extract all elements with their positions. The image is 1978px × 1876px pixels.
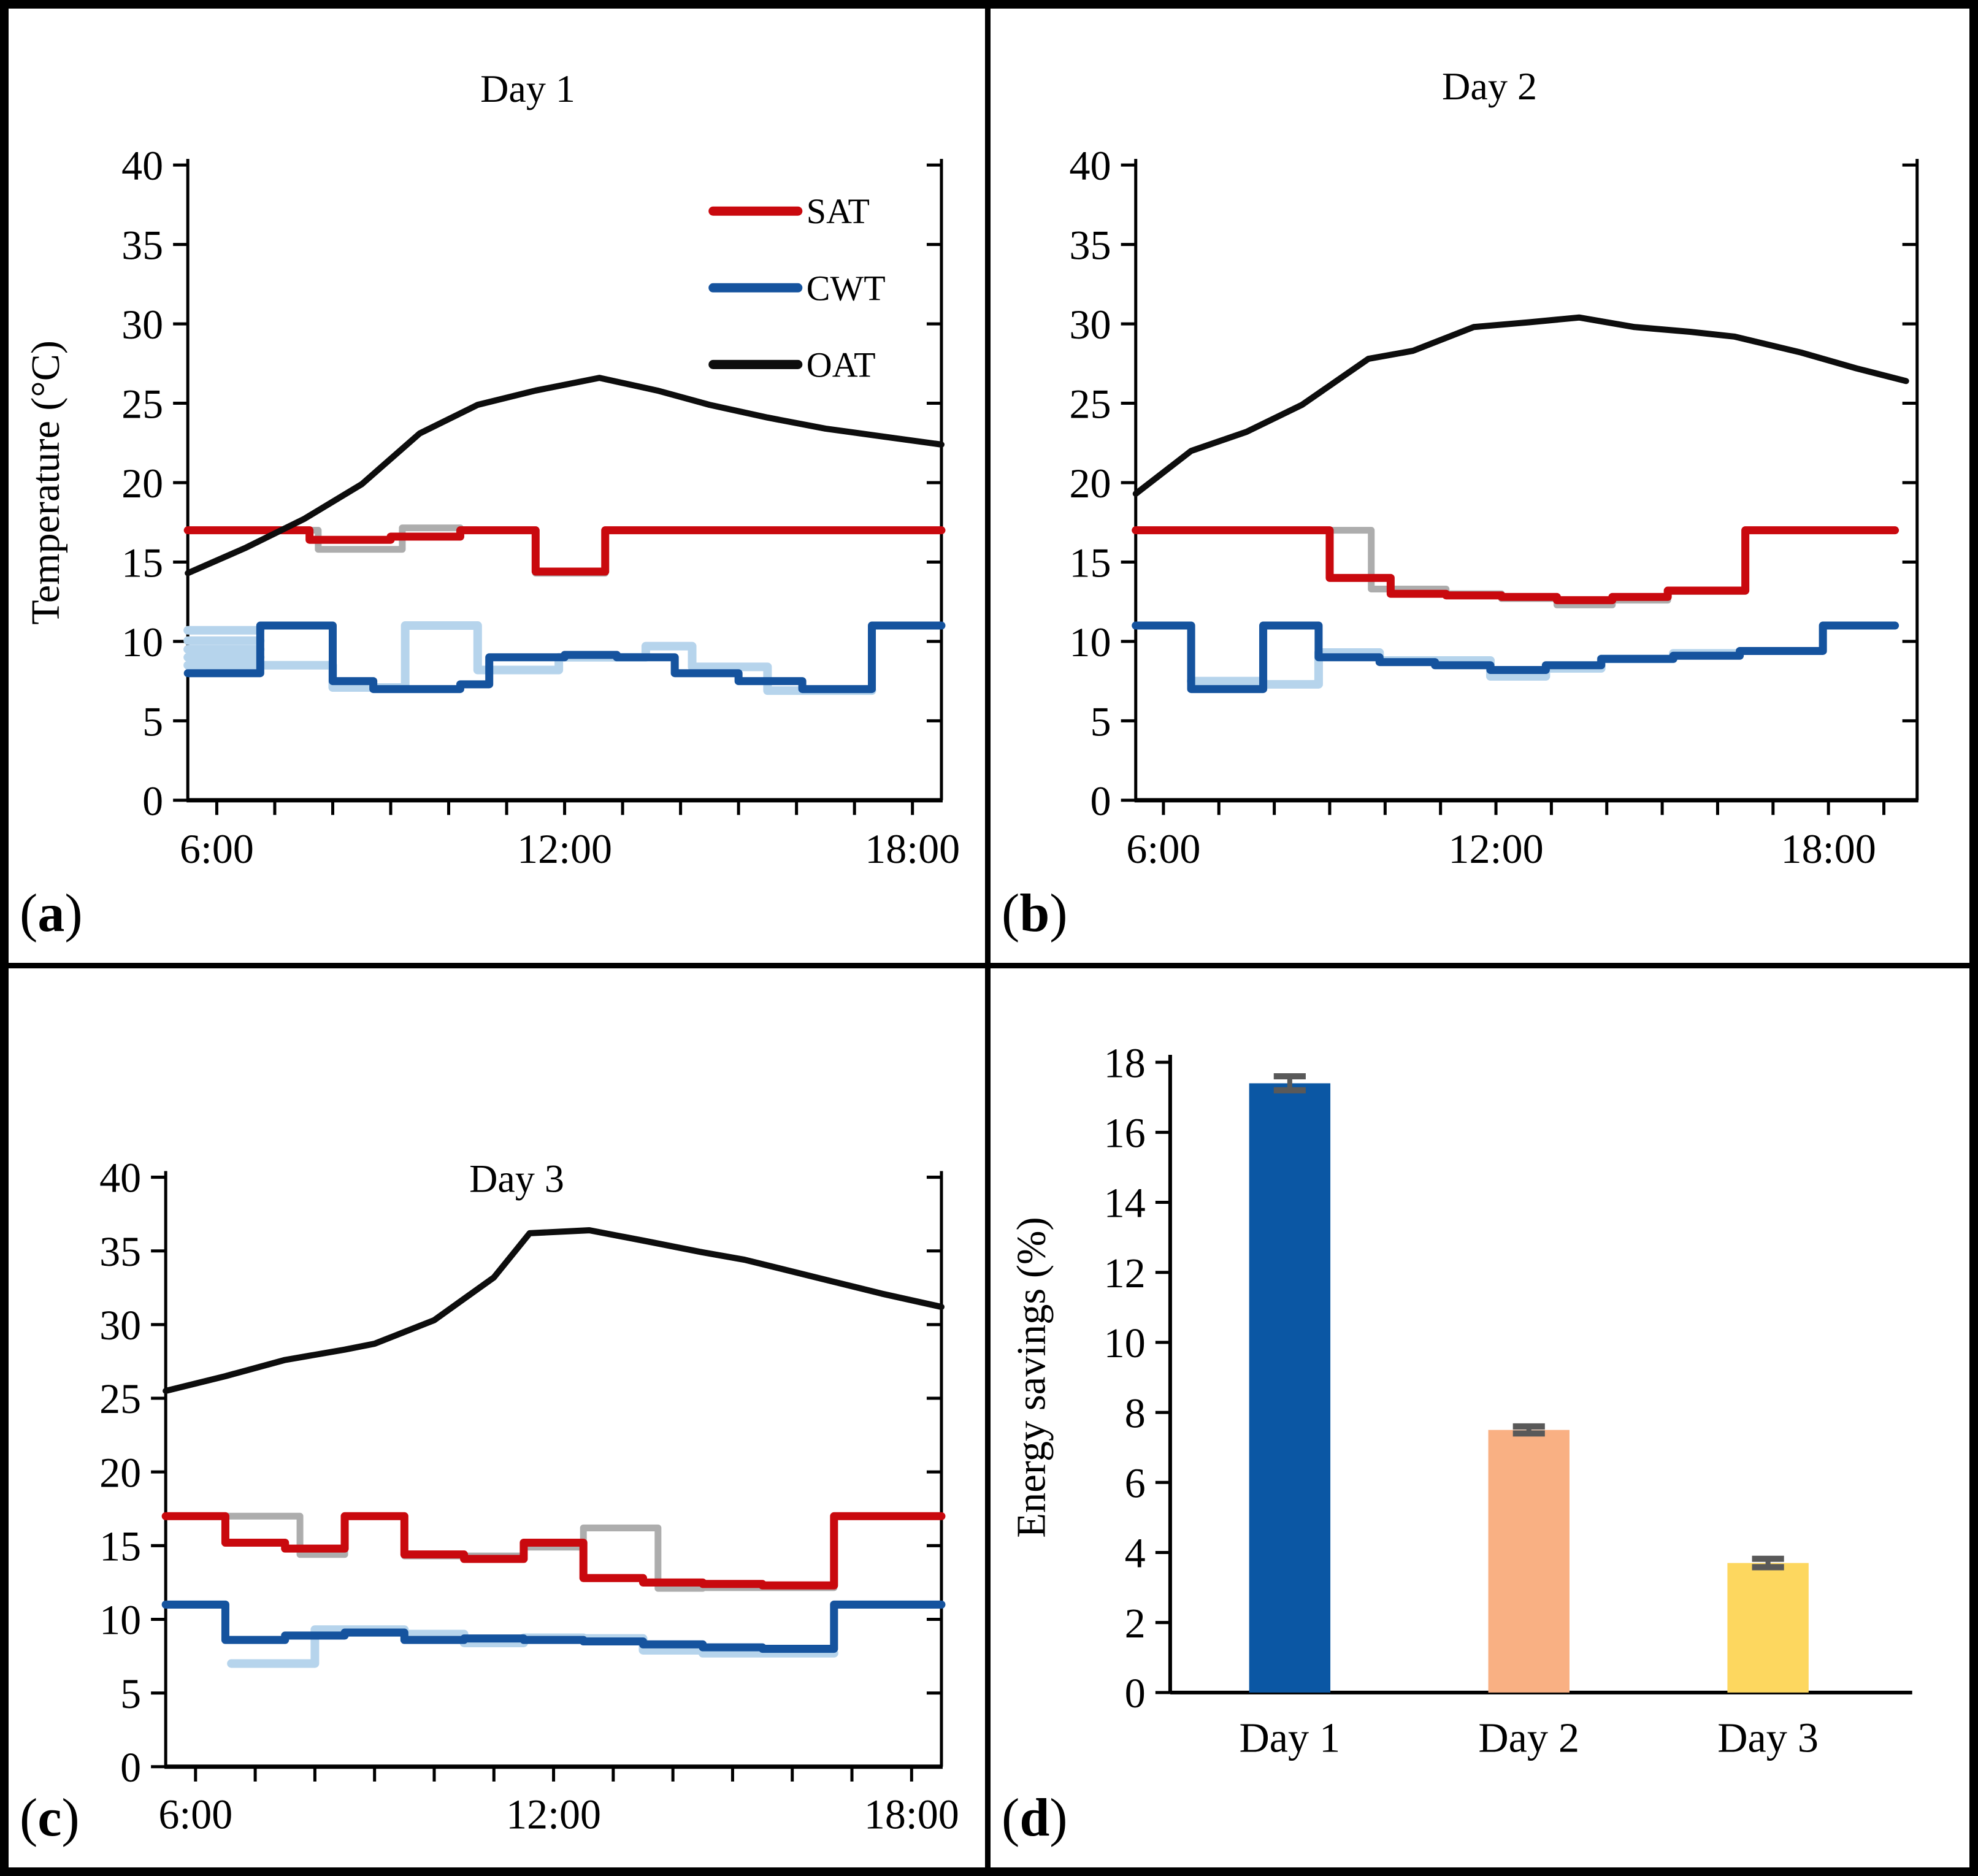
svg-text:2: 2 <box>1125 1600 1146 1647</box>
day2-temperature-chart: 0 5 10 15 20 25 30 35 40 6:00 12:00 18:00 Day 2 <box>1069 64 1919 872</box>
svg-text:Day 3: Day 3 <box>1717 1714 1819 1761</box>
svg-text:8: 8 <box>1125 1390 1146 1436</box>
svg-text:10: 10 <box>1104 1320 1146 1366</box>
svg-text:20: 20 <box>99 1449 141 1496</box>
svg-text:40: 40 <box>99 1155 141 1201</box>
svg-text:18:00: 18:00 <box>865 825 960 872</box>
svg-text:40: 40 <box>121 142 163 189</box>
svg-text:30: 30 <box>121 301 163 348</box>
svg-text:25: 25 <box>121 381 163 427</box>
svg-text:20: 20 <box>121 460 163 507</box>
svg-text:25: 25 <box>99 1376 141 1422</box>
svg-text:18: 18 <box>1104 1039 1146 1086</box>
svg-text:35: 35 <box>121 222 163 269</box>
svg-text:16: 16 <box>1104 1109 1146 1156</box>
svg-text:Day 1: Day 1 <box>1239 1714 1340 1761</box>
panel-d-energy-savings-bar-chart: 0 2 4 6 8 10 12 14 16 18 Energy savings (%) Day 1 Da… <box>991 968 1969 1867</box>
svg-text:10: 10 <box>1069 619 1111 665</box>
svg-text:15: 15 <box>121 539 163 586</box>
svg-text:5: 5 <box>142 698 163 745</box>
svg-text:15: 15 <box>99 1523 141 1569</box>
panel-b-day2-temperature-chart: 0 5 10 15 20 25 30 35 40 6:00 12:00 18:00 Day 2 (b) <box>991 9 1969 968</box>
panel-c-day3-temperature-chart: 0 5 10 15 20 25 30 35 40 6:00 12:00 18:00 Day 3 (c) <box>9 968 991 1867</box>
svg-text:0: 0 <box>142 778 163 824</box>
panel-label-a: (a) <box>20 884 83 943</box>
svg-text:Energy savings (%): Energy savings (%) <box>1009 1217 1054 1537</box>
svg-text:30: 30 <box>99 1302 141 1349</box>
day3-temperature-chart: 0 5 10 15 20 25 30 35 40 6:00 12:00 18:00 Day 3 <box>99 1155 959 1838</box>
day1-temperature-chart: 0 5 10 15 20 25 30 35 40 6:00 12:00 18:00 Day 1 Tempe… <box>23 67 960 872</box>
svg-text:12:00: 12:00 <box>506 1791 601 1837</box>
svg-text:5: 5 <box>120 1671 141 1717</box>
svg-text:6: 6 <box>1125 1460 1146 1506</box>
svg-text:10: 10 <box>121 619 163 665</box>
svg-text:12:00: 12:00 <box>517 825 612 872</box>
svg-text:0: 0 <box>1091 778 1111 824</box>
svg-text:25: 25 <box>1069 381 1111 427</box>
svg-text:12: 12 <box>1104 1250 1146 1296</box>
svg-text:CWT: CWT <box>807 268 886 308</box>
svg-text:5: 5 <box>1091 698 1111 745</box>
svg-text:Day 2: Day 2 <box>1478 1714 1579 1761</box>
svg-text:40: 40 <box>1069 142 1111 189</box>
energy-savings-bar-chart: 0 2 4 6 8 10 12 14 16 18 Energy savings (%) Day 1 Da… <box>1009 1039 1912 1761</box>
panel-label-b: (b) <box>1002 884 1068 943</box>
svg-text:14: 14 <box>1104 1180 1146 1227</box>
svg-text:Day 3: Day 3 <box>469 1157 564 1201</box>
svg-text:18:00: 18:00 <box>1781 825 1876 872</box>
svg-text:4: 4 <box>1125 1530 1146 1577</box>
svg-text:6:00: 6:00 <box>1126 825 1200 872</box>
svg-text:Day 2: Day 2 <box>1442 64 1537 108</box>
svg-text:30: 30 <box>1069 301 1111 348</box>
svg-text:Day 1: Day 1 <box>480 67 575 110</box>
svg-text:35: 35 <box>1069 222 1111 269</box>
panel-label-d: (d) <box>1002 1788 1068 1848</box>
svg-text:Temperature (°C): Temperature (°C) <box>23 340 68 625</box>
svg-text:35: 35 <box>99 1228 141 1275</box>
svg-text:15: 15 <box>1069 540 1111 586</box>
panel-label-c: (c) <box>20 1788 80 1848</box>
svg-text:18:00: 18:00 <box>864 1791 959 1837</box>
svg-text:12:00: 12:00 <box>1448 825 1543 872</box>
svg-text:20: 20 <box>1069 460 1111 507</box>
svg-text:10: 10 <box>99 1596 141 1643</box>
svg-text:0: 0 <box>120 1744 141 1791</box>
svg-text:6:00: 6:00 <box>180 825 254 872</box>
svg-text:SAT: SAT <box>807 191 870 231</box>
panel-a-day1-temperature-chart: 0 5 10 15 20 25 30 35 40 6:00 12:00 18:00 Day 1 Tempe… <box>9 9 991 968</box>
svg-text:6:00: 6:00 <box>158 1791 232 1837</box>
svg-text:OAT: OAT <box>807 345 876 385</box>
svg-text:0: 0 <box>1125 1670 1146 1717</box>
